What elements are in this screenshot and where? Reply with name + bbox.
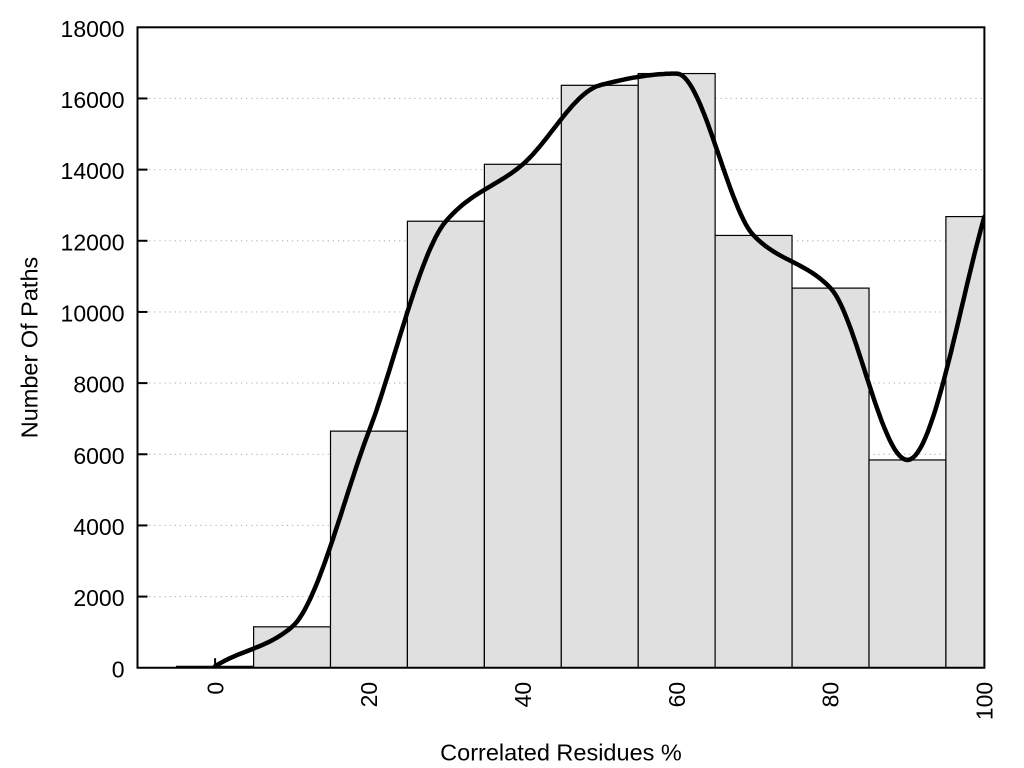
svg-text:20: 20 xyxy=(356,682,382,708)
svg-text:Correlated Residues %: Correlated Residues % xyxy=(440,740,682,766)
svg-text:10000: 10000 xyxy=(61,300,125,326)
svg-text:14000: 14000 xyxy=(61,158,125,184)
svg-text:8000: 8000 xyxy=(73,372,124,398)
svg-text:100: 100 xyxy=(972,682,998,720)
svg-text:40: 40 xyxy=(510,682,536,708)
svg-text:16000: 16000 xyxy=(61,87,125,113)
svg-text:4000: 4000 xyxy=(73,514,124,540)
svg-text:2000: 2000 xyxy=(73,585,124,611)
svg-text:0: 0 xyxy=(112,656,125,682)
svg-text:18000: 18000 xyxy=(61,16,125,42)
svg-text:12000: 12000 xyxy=(61,229,125,255)
svg-text:0: 0 xyxy=(202,682,228,695)
svg-text:80: 80 xyxy=(818,682,844,708)
svg-text:6000: 6000 xyxy=(73,443,124,469)
svg-text:60: 60 xyxy=(664,682,690,708)
svg-text:Number Of Paths: Number Of Paths xyxy=(16,257,42,439)
